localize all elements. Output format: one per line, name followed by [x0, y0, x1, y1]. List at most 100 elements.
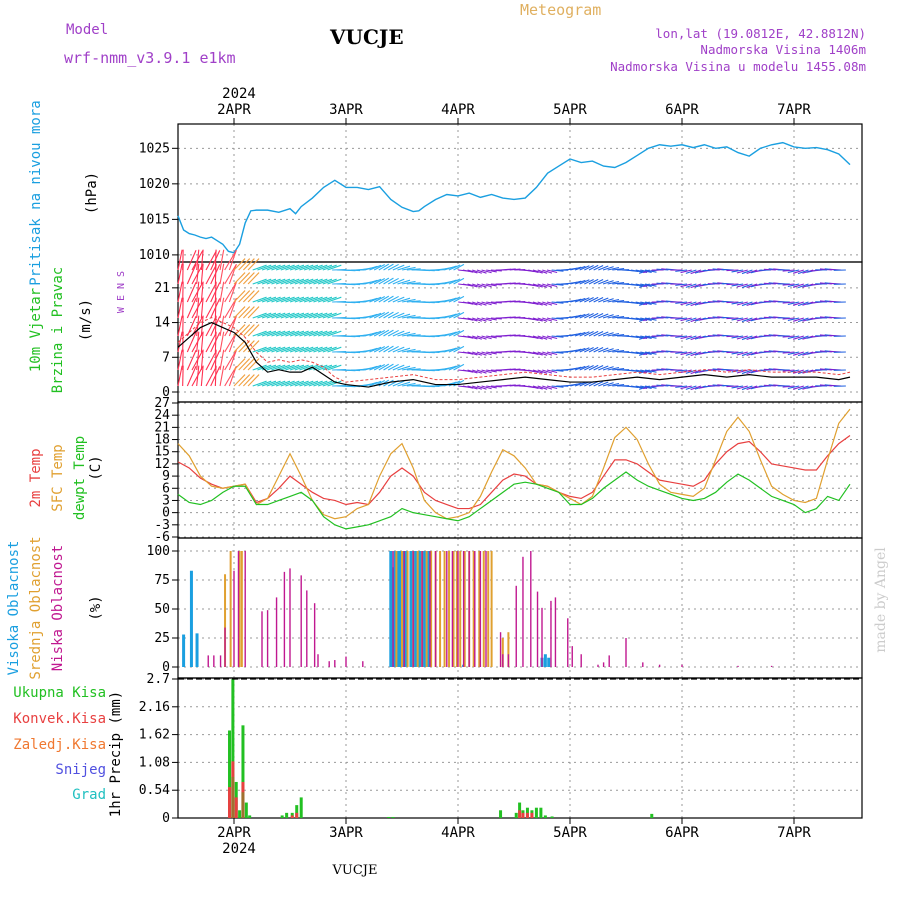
- precip-bar: [387, 817, 390, 818]
- wind-arrow: [234, 375, 245, 386]
- temp-unit: (C): [88, 455, 104, 480]
- wind-arrow: [243, 273, 254, 284]
- temp-title-sfc: SFC Temp: [50, 444, 66, 511]
- wind-arrow: [383, 330, 393, 336]
- precip-bars-conv: [228, 761, 533, 818]
- wind-arrow: [594, 298, 603, 302]
- wind-arrow: [239, 273, 250, 284]
- wind-arrow: [215, 316, 216, 336]
- date-label-bottom: 2APR: [217, 825, 251, 841]
- cloud-title-low: Niska Oblacnost: [50, 545, 66, 671]
- wind-arrow: [243, 325, 254, 336]
- precip-bar: [551, 816, 554, 818]
- station-title: VUCJE: [329, 25, 404, 49]
- y-tick-label: 1015: [139, 212, 170, 227]
- temp-title-2m: 2m Temp: [28, 448, 44, 507]
- wind-arrow: [239, 291, 250, 302]
- precip-bar: [544, 815, 547, 818]
- wind-arrow: [383, 278, 393, 284]
- y-tick-label: 1025: [139, 141, 170, 156]
- clouds-panel-frame: [178, 538, 862, 678]
- precip-bar: [535, 808, 538, 818]
- temp-title-dewpt: dewpt Temp: [72, 436, 88, 520]
- wind-arrow: [243, 291, 254, 302]
- lonlat-label: lon,lat (19.0812E, 42.8812N): [655, 26, 866, 41]
- wind-arrow: [234, 307, 245, 318]
- wind-title-2: Brzina i Pravac: [50, 267, 66, 393]
- wind-arrow: [239, 359, 250, 370]
- y-tick-label: 2.7: [147, 672, 170, 687]
- wind-arrow: [234, 291, 245, 302]
- wind-arrow: [383, 364, 393, 370]
- precip-legend-item: Ukupna Kisa: [13, 685, 106, 701]
- y-tick-label: 1.62: [139, 728, 170, 743]
- elevation-label: Nadmorska Visina 1406m: [700, 42, 866, 57]
- precip-bar: [245, 803, 248, 818]
- cloud-title-high: Visoka Oblacnost: [6, 541, 22, 676]
- wind-arrow: [726, 336, 738, 337]
- wind-arrow: [239, 325, 250, 336]
- precip-bar: [530, 813, 533, 818]
- precip-bar: [241, 792, 244, 818]
- wind-arrow: [726, 270, 738, 271]
- wind-arrow: [726, 370, 738, 371]
- precip-bar: [231, 777, 234, 818]
- pressure-panel-frame: [178, 124, 862, 262]
- wind-arrow: [234, 359, 245, 370]
- wind-arrow: [383, 264, 393, 270]
- y-tick-label: 7: [162, 350, 170, 365]
- wind-arrow: [243, 307, 254, 318]
- date-label-bottom: 6APR: [665, 825, 699, 841]
- wind-arrow: [215, 282, 216, 302]
- precip-bars-total: [228, 679, 653, 818]
- precip-legend-item: Snijeg: [55, 762, 106, 778]
- year-label-bottom: 2024: [222, 841, 256, 857]
- wind-arrow: [215, 350, 216, 370]
- wind-arrow: [594, 366, 603, 370]
- year-label-top: 2024: [222, 86, 256, 102]
- wind-arrow: [215, 250, 216, 270]
- model-name: wrf-nmm_v3.9.1 e1km: [64, 49, 236, 67]
- model-label: Model: [66, 22, 108, 38]
- wind-arrows: [178, 250, 846, 390]
- precip-legend-item: Zaledj.Kisa: [13, 737, 106, 753]
- wind-arrow: [726, 352, 738, 353]
- y-tick-label: 1010: [139, 248, 170, 263]
- wind-arrow: [243, 259, 254, 270]
- wind-arrow: [726, 302, 738, 303]
- y-tick-label: 0.54: [139, 783, 170, 798]
- precip-bar: [291, 815, 294, 818]
- precip-bar: [295, 813, 298, 818]
- date-label-top: 2APR: [217, 102, 251, 118]
- wind-arrow: [187, 298, 196, 318]
- date-label-top: 4APR: [441, 102, 475, 118]
- pressure-line: [178, 143, 850, 253]
- wind-arrow: [383, 296, 393, 302]
- precip-bar: [521, 813, 524, 818]
- y-tick-label: 100: [147, 544, 170, 559]
- y-tick-label: 75: [154, 573, 170, 588]
- precip-bar: [515, 813, 518, 818]
- model-elevation-label: Nadmorska Visina u modelu 1455.08m: [610, 59, 866, 74]
- wind-arrow: [243, 359, 254, 370]
- temperature-panel-frame: [178, 402, 862, 538]
- wind-arrow: [726, 318, 738, 319]
- precip-bar: [499, 810, 502, 818]
- precip-bar: [539, 808, 542, 818]
- y-tick-label: 2.16: [139, 700, 170, 715]
- date-label-bottom: 3APR: [329, 825, 363, 841]
- date-label-top: 7APR: [777, 102, 811, 118]
- wind-arrow: [594, 266, 603, 270]
- wind-arrow: [187, 366, 196, 386]
- wind-arrow: [243, 375, 254, 386]
- precip-bar: [526, 813, 529, 818]
- wind-arrow: [234, 259, 245, 270]
- date-label-bottom: 7APR: [777, 825, 811, 841]
- wind-arrow: [594, 280, 603, 284]
- precip-legend-item: Konvek.Kisa: [13, 711, 106, 727]
- precip-panel-frame: [178, 678, 862, 818]
- precip-bar: [285, 813, 288, 818]
- pressure-unit: (hPa): [84, 172, 100, 214]
- wind-arrow: [594, 332, 603, 336]
